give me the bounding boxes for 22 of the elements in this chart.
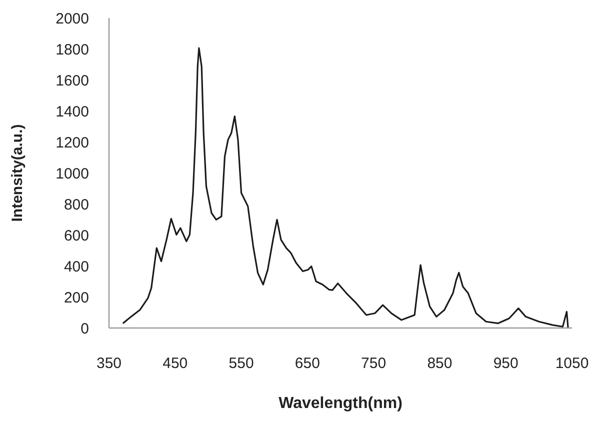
x-tick-label: 850 [427, 355, 452, 372]
x-tick-label: 550 [228, 355, 254, 372]
y-tick-label: 1000 [56, 165, 89, 182]
y-tick-label: 800 [64, 196, 89, 214]
y-tick-label: 400 [64, 258, 89, 276]
y-tick-label: 1200 [56, 134, 89, 152]
y-tick-label: 600 [64, 227, 89, 244]
x-tick-label: 450 [162, 355, 188, 372]
x-axis-title: Wavelength(nm) [278, 395, 402, 412]
y-tick-label: 2000 [56, 10, 89, 28]
x-tick-label: 650 [294, 355, 320, 372]
y-axis-title: Intensity(a.u.) [9, 124, 26, 222]
x-tick-label: 950 [493, 355, 518, 372]
y-tick-label: 1600 [56, 72, 89, 90]
x-tick-label: 350 [96, 355, 122, 372]
y-tick-label: 200 [64, 289, 89, 306]
y-tick-label: 1800 [56, 41, 89, 58]
x-tick-label: 750 [361, 355, 386, 372]
y-tick-label: 1400 [56, 103, 89, 120]
y-tick-label: 0 [80, 320, 89, 338]
x-tick-label: 1050 [555, 355, 589, 372]
line-series [122, 47, 569, 328]
